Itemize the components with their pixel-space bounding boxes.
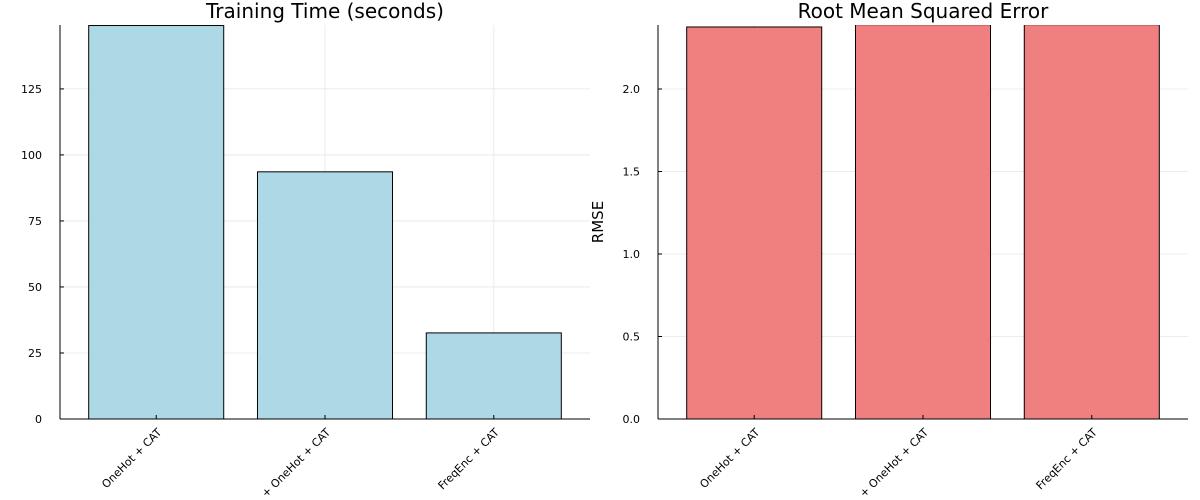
panel: Training Time (seconds) 0 25 50 75 100 125 OneH… <box>21 0 590 500</box>
y-tick-label: 0.0 <box>623 413 641 426</box>
bar <box>256 171 394 419</box>
y-tick-label: 0.5 <box>623 331 641 344</box>
bars <box>88 25 562 419</box>
x-tick-label: OneHot + CAT <box>99 426 164 491</box>
bar <box>425 332 562 419</box>
y-tick-label: 1.0 <box>623 248 641 261</box>
bar <box>1023 25 1160 419</box>
chart-title: Root Mean Squared Error <box>798 0 1050 23</box>
bar <box>686 26 823 419</box>
bars <box>686 25 1160 419</box>
y-tick-label: 125 <box>21 83 42 96</box>
bar <box>854 25 992 419</box>
chart-title: Training Time (seconds) <box>205 0 444 23</box>
x-tick-label: + OneHot + CAT <box>259 426 333 500</box>
x-tick-label: FreqEnc + CAT <box>1034 426 1101 493</box>
x-tick-label: FreqEnc + CAT <box>436 426 503 493</box>
y-tick-label: 100 <box>21 149 42 162</box>
panel: Root Mean Squared Error RMSE 0.0 0.5 1.0 1.5 2… <box>589 0 1188 500</box>
x-tick-label: + OneHot + CAT <box>857 426 931 500</box>
y-tick-label: 2.0 <box>623 83 641 96</box>
y-tick-label: 25 <box>28 347 42 360</box>
y-tick-label: 75 <box>28 215 42 228</box>
bar <box>88 25 225 419</box>
y-tick-label: 0 <box>35 413 42 426</box>
y-axis-label: RMSE <box>589 201 607 243</box>
y-tick-label: 50 <box>28 281 42 294</box>
y-tick-label: 1.5 <box>623 166 641 179</box>
x-tick-label: OneHot + CAT <box>697 426 762 491</box>
